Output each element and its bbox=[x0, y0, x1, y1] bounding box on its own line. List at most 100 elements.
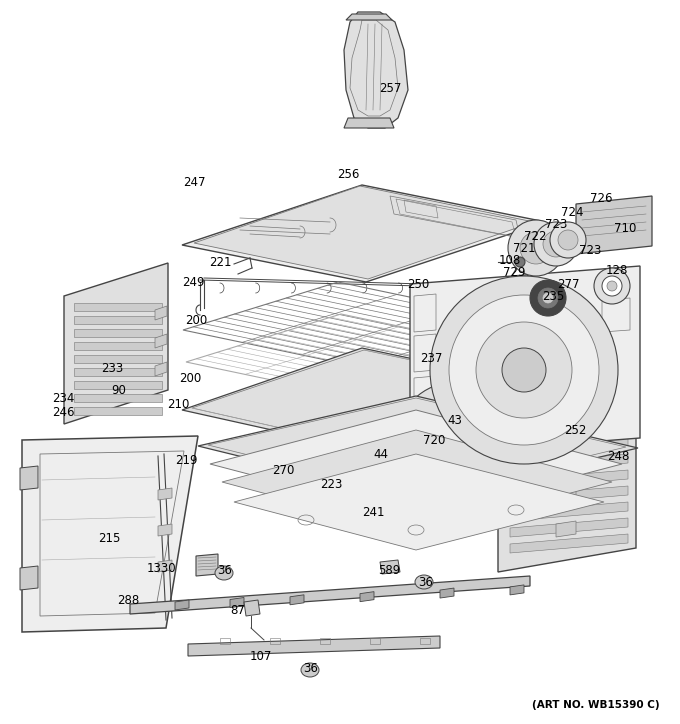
Polygon shape bbox=[155, 362, 167, 376]
Text: 215: 215 bbox=[98, 531, 120, 544]
Polygon shape bbox=[74, 342, 162, 350]
Text: 36: 36 bbox=[419, 576, 433, 589]
Text: 43: 43 bbox=[447, 415, 462, 427]
Polygon shape bbox=[74, 303, 162, 311]
Polygon shape bbox=[510, 502, 628, 521]
Polygon shape bbox=[510, 534, 628, 553]
Polygon shape bbox=[74, 381, 162, 389]
Polygon shape bbox=[198, 396, 638, 500]
Polygon shape bbox=[74, 407, 162, 415]
Text: 270: 270 bbox=[272, 463, 294, 476]
Text: 723: 723 bbox=[545, 217, 567, 230]
Polygon shape bbox=[510, 585, 524, 595]
Ellipse shape bbox=[415, 575, 433, 589]
Polygon shape bbox=[556, 521, 576, 537]
Polygon shape bbox=[230, 597, 244, 607]
Ellipse shape bbox=[530, 280, 566, 316]
Text: 36: 36 bbox=[303, 662, 318, 675]
Text: 724: 724 bbox=[561, 206, 583, 219]
Polygon shape bbox=[510, 518, 628, 537]
Polygon shape bbox=[182, 185, 546, 282]
Polygon shape bbox=[234, 454, 604, 550]
Polygon shape bbox=[290, 595, 304, 605]
Ellipse shape bbox=[550, 222, 586, 258]
Polygon shape bbox=[510, 454, 628, 473]
Text: 256: 256 bbox=[337, 169, 359, 182]
Ellipse shape bbox=[301, 663, 319, 677]
Text: 234: 234 bbox=[52, 392, 74, 405]
Text: 249: 249 bbox=[182, 276, 204, 288]
Ellipse shape bbox=[396, 382, 516, 502]
Polygon shape bbox=[74, 355, 162, 363]
Polygon shape bbox=[344, 118, 394, 128]
Polygon shape bbox=[210, 410, 622, 518]
Text: 233: 233 bbox=[101, 363, 123, 376]
Polygon shape bbox=[440, 588, 454, 598]
Polygon shape bbox=[194, 186, 534, 279]
Text: 723: 723 bbox=[579, 243, 601, 256]
Polygon shape bbox=[74, 368, 162, 376]
Text: 128: 128 bbox=[606, 264, 628, 277]
Ellipse shape bbox=[430, 276, 618, 464]
Polygon shape bbox=[196, 554, 218, 576]
Polygon shape bbox=[74, 394, 162, 402]
Polygon shape bbox=[188, 636, 440, 656]
Ellipse shape bbox=[515, 257, 525, 267]
Polygon shape bbox=[344, 12, 408, 128]
Polygon shape bbox=[22, 436, 198, 632]
Polygon shape bbox=[20, 466, 38, 490]
Text: 1330: 1330 bbox=[146, 562, 176, 575]
Text: 235: 235 bbox=[542, 290, 564, 303]
Text: 210: 210 bbox=[167, 397, 189, 411]
Ellipse shape bbox=[543, 231, 569, 257]
Text: 90: 90 bbox=[112, 384, 126, 397]
Ellipse shape bbox=[558, 230, 578, 250]
Polygon shape bbox=[74, 316, 162, 324]
Text: 252: 252 bbox=[564, 424, 586, 437]
Text: 721: 721 bbox=[513, 242, 535, 255]
Ellipse shape bbox=[215, 566, 233, 580]
Text: 107: 107 bbox=[250, 650, 272, 663]
Polygon shape bbox=[360, 592, 374, 602]
Ellipse shape bbox=[520, 232, 552, 264]
Polygon shape bbox=[74, 329, 162, 337]
Text: 247: 247 bbox=[183, 177, 205, 190]
Polygon shape bbox=[158, 488, 172, 500]
Ellipse shape bbox=[607, 281, 617, 291]
Ellipse shape bbox=[543, 293, 553, 303]
Polygon shape bbox=[155, 306, 167, 320]
Ellipse shape bbox=[449, 295, 599, 445]
Polygon shape bbox=[182, 348, 634, 470]
Polygon shape bbox=[510, 470, 628, 489]
Text: 729: 729 bbox=[503, 266, 525, 279]
Polygon shape bbox=[346, 14, 392, 20]
Polygon shape bbox=[130, 576, 530, 614]
Text: 223: 223 bbox=[320, 478, 342, 490]
Polygon shape bbox=[556, 487, 576, 503]
Text: 200: 200 bbox=[185, 313, 207, 327]
Text: 248: 248 bbox=[607, 450, 629, 463]
Polygon shape bbox=[40, 451, 184, 616]
Text: 288: 288 bbox=[117, 594, 139, 607]
Text: (ART NO. WB15390 C): (ART NO. WB15390 C) bbox=[532, 700, 660, 710]
Text: 722: 722 bbox=[524, 230, 546, 243]
Ellipse shape bbox=[434, 420, 478, 464]
Text: 200: 200 bbox=[179, 371, 201, 384]
Polygon shape bbox=[410, 266, 640, 456]
Text: 710: 710 bbox=[614, 222, 636, 235]
Text: 589: 589 bbox=[378, 565, 400, 578]
Ellipse shape bbox=[538, 288, 558, 308]
Ellipse shape bbox=[502, 348, 546, 392]
Text: 720: 720 bbox=[423, 434, 445, 447]
Text: 219: 219 bbox=[175, 453, 197, 466]
Polygon shape bbox=[510, 438, 628, 457]
Ellipse shape bbox=[476, 322, 572, 418]
Polygon shape bbox=[64, 263, 168, 424]
Polygon shape bbox=[510, 486, 628, 505]
Text: 277: 277 bbox=[557, 277, 579, 290]
Polygon shape bbox=[380, 560, 400, 574]
Text: 250: 250 bbox=[407, 279, 429, 292]
Polygon shape bbox=[222, 430, 612, 534]
Text: 241: 241 bbox=[362, 505, 384, 518]
Ellipse shape bbox=[602, 276, 622, 296]
